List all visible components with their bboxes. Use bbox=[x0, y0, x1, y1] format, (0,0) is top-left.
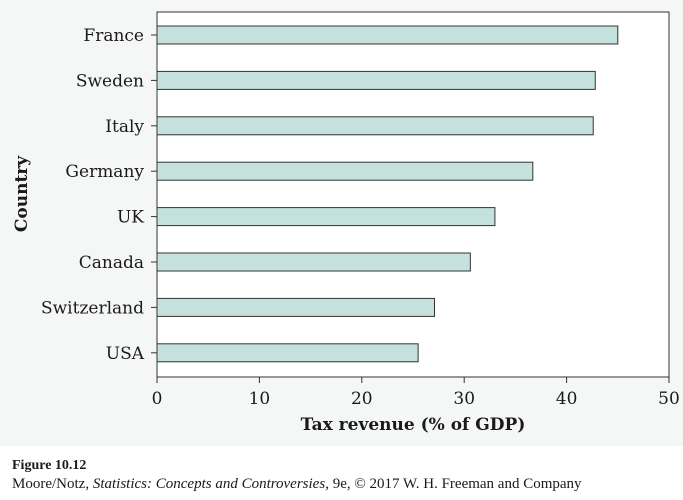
bar bbox=[156, 207, 496, 227]
x-axis-title: Tax revenue (% of GDP) bbox=[301, 415, 526, 435]
bar bbox=[156, 70, 596, 90]
bar bbox=[156, 161, 534, 181]
figure-label: Figure 10.12 bbox=[12, 458, 87, 473]
bar bbox=[156, 25, 619, 45]
x-tick-label: 0 bbox=[152, 389, 163, 409]
y-tick-label: Germany bbox=[65, 162, 144, 182]
bar-chart: France Sweden Italy Germany UK Canada Switzerl… bbox=[12, 11, 680, 435]
y-tick-label: Canada bbox=[79, 253, 144, 273]
x-tick-label: 10 bbox=[249, 389, 271, 409]
x-tick-label: 40 bbox=[556, 389, 578, 409]
bar bbox=[156, 252, 471, 272]
y-tick-label: Switzerland bbox=[41, 298, 144, 318]
credit-prefix: Moore/Notz, bbox=[12, 476, 93, 492]
figure-credit: Moore/Notz, Statistics: Concepts and Con… bbox=[12, 475, 582, 494]
x-tick-label: 20 bbox=[351, 389, 373, 409]
y-tick-label: UK bbox=[117, 208, 144, 228]
bar bbox=[156, 343, 419, 363]
y-tick-label: Italy bbox=[105, 117, 144, 137]
plot-area bbox=[156, 11, 670, 378]
y-tick-label: USA bbox=[106, 344, 145, 364]
bar bbox=[156, 116, 594, 136]
credit-suffix: , 9e, © 2017 W. H. Freeman and Company bbox=[325, 476, 582, 492]
figure-caption: Figure 10.12 Moore/Notz, Statistics: Con… bbox=[12, 456, 582, 494]
y-tick-label: France bbox=[83, 26, 144, 46]
figure-panel: France Sweden Italy Germany UK Canada Switzerl… bbox=[12, 11, 680, 435]
y-tick-label: Sweden bbox=[76, 71, 144, 91]
x-tick-label: 50 bbox=[658, 389, 680, 409]
x-tick-label: 30 bbox=[453, 389, 475, 409]
bar bbox=[156, 297, 436, 317]
y-axis-title: Country bbox=[12, 155, 32, 232]
credit-title: Statistics: Concepts and Controversies bbox=[92, 476, 326, 492]
